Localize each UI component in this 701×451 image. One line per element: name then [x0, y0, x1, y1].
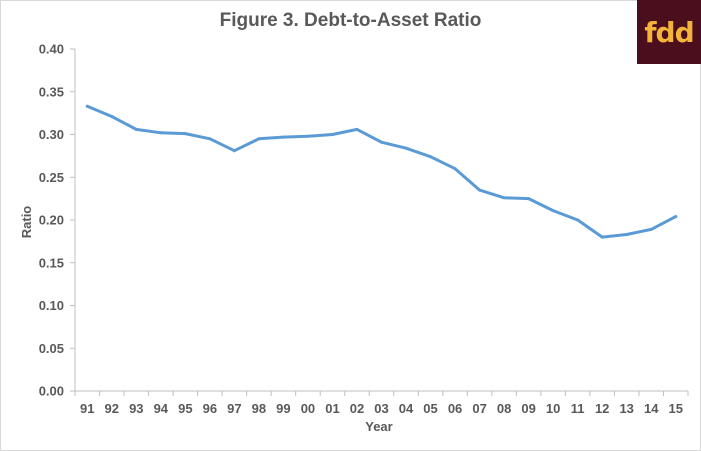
- x-tick-label: 04: [399, 401, 414, 416]
- y-tick-label: 0.15: [39, 255, 64, 270]
- y-tick-label: 0.35: [39, 84, 64, 99]
- data-point: [380, 140, 383, 144]
- y-tick-label: 0.30: [39, 127, 64, 142]
- data-point: [232, 149, 236, 153]
- x-tick-label: 06: [448, 401, 462, 416]
- fdd-logo: fdd: [637, 0, 701, 64]
- x-tick-label: 15: [669, 401, 683, 416]
- x-tick-label: 00: [301, 401, 315, 416]
- data-point: [453, 167, 457, 171]
- y-tick-label: 0.05: [39, 341, 64, 356]
- data-point: [551, 209, 555, 213]
- data-point: [257, 137, 261, 141]
- y-tick-label: 0.25: [39, 170, 64, 185]
- x-tick-label: 05: [423, 401, 437, 416]
- data-point: [404, 146, 408, 150]
- data-point: [159, 131, 163, 135]
- x-tick-label: 98: [252, 401, 266, 416]
- data-point: [355, 127, 359, 131]
- data-point: [183, 132, 187, 136]
- x-tick-label: 96: [203, 401, 217, 416]
- debt-to-asset-series: [85, 104, 678, 239]
- data-point: [625, 233, 629, 237]
- data-point: [330, 133, 334, 136]
- data-point: [208, 137, 212, 141]
- y-axis: 0.00 0.05 0.10 0.15 0.20 0.25 0.30 0.35 0.40: [39, 42, 76, 399]
- series-line: [85, 104, 678, 239]
- x-tick-label: 91: [80, 401, 94, 416]
- x-tick-label: 08: [497, 401, 511, 416]
- y-tick-label: 0.10: [39, 298, 64, 313]
- x-tick-label: 03: [374, 401, 388, 416]
- x-tick-label: 13: [619, 401, 633, 416]
- x-tick-label: 02: [350, 401, 364, 416]
- data-point: [478, 188, 482, 192]
- x-tick-label: 99: [276, 401, 290, 416]
- y-tick-label: 0.20: [39, 213, 64, 228]
- y-axis-title: Ratio: [19, 206, 34, 239]
- y-tick-label: 0.40: [39, 42, 64, 57]
- x-tick-label: 07: [472, 401, 486, 416]
- x-tick-label: 95: [178, 401, 192, 416]
- data-point: [134, 127, 138, 131]
- x-tick-label: 01: [325, 401, 339, 416]
- data-point: [306, 134, 310, 138]
- x-tick-label: 94: [154, 401, 169, 416]
- x-tick-label: 11: [571, 401, 585, 416]
- x-tick-label: 12: [595, 401, 609, 416]
- data-point: [527, 197, 531, 201]
- data-point: [600, 235, 604, 239]
- x-axis-title: Year: [365, 419, 392, 434]
- x-tick-label: 97: [227, 401, 241, 416]
- x-axis: 91 92 93 94 95 96 97 98 99 00 01 02 03 04 05 06 07 08 09 10…: [74, 390, 689, 416]
- data-point: [281, 135, 285, 139]
- data-point: [85, 104, 89, 108]
- data-point: [674, 215, 678, 219]
- data-point: [110, 115, 114, 119]
- y-tick-label: 0.00: [39, 384, 64, 399]
- data-point: [576, 218, 580, 222]
- chart-title: Figure 3. Debt-to-Asset Ratio: [219, 10, 482, 31]
- data-point: [649, 227, 653, 231]
- x-tick-label: 93: [129, 401, 143, 416]
- data-point: [502, 196, 506, 200]
- x-tick-label: 14: [644, 401, 659, 416]
- data-point: [429, 155, 433, 159]
- x-tick-label: 92: [105, 401, 119, 416]
- x-tick-label: 09: [521, 401, 535, 416]
- x-tick-label: 10: [546, 401, 560, 416]
